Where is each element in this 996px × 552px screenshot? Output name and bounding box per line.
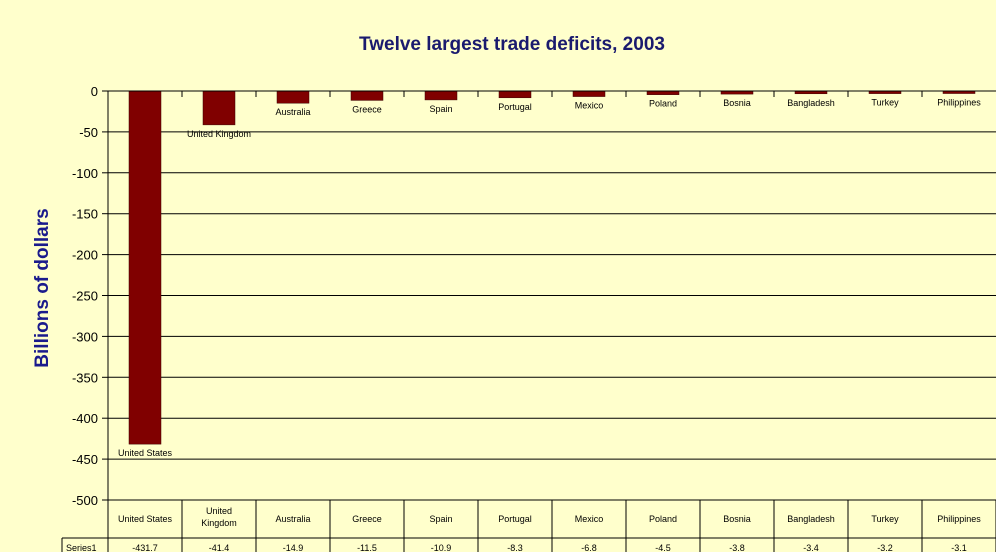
- table-header-cell: Turkey: [871, 514, 899, 524]
- bar-label: Greece: [352, 104, 382, 114]
- bar: [128, 90, 162, 445]
- y-tick-label: 0: [91, 84, 98, 99]
- table-value-cell: -10.9: [431, 543, 452, 552]
- table-value-cell: -8.3: [507, 543, 523, 552]
- table-value-cell: -3.1: [951, 543, 967, 552]
- bar: [424, 90, 458, 101]
- y-tick-label: -500: [72, 493, 98, 508]
- bar-label: Australia: [275, 107, 310, 117]
- table-series-label: Series1: [66, 543, 97, 552]
- y-tick-label: -300: [72, 329, 98, 344]
- table-value-cell: -431.7: [132, 543, 158, 552]
- table-header-line: United States: [118, 514, 173, 524]
- table-header-line: Mexico: [575, 514, 604, 524]
- bar-category-labels: United States United Kingdom Australia Gree…: [118, 98, 981, 459]
- y-axis-ticks: 0 -50 -100 -150 -200 -250 -300 -350 -400 -450 -500: [72, 84, 108, 508]
- table-value-cell: -6.8: [581, 543, 597, 552]
- table-header-cell: United Kingdom: [201, 506, 237, 528]
- table-header-cell: Portugal: [498, 514, 532, 524]
- bar-label: United Kingdom: [187, 129, 251, 139]
- table-header-cell: Bangladesh: [787, 514, 835, 524]
- table-header-cell: Spain: [429, 514, 452, 524]
- table-header-cell: Greece: [352, 514, 382, 524]
- table-value-cell: -11.5: [357, 543, 377, 552]
- y-tick-label: -200: [72, 248, 98, 263]
- table-header-cell: Philippines: [937, 514, 981, 524]
- table-header-cell: Mexico: [575, 514, 604, 524]
- table-header-cell: Australia: [275, 514, 310, 524]
- table-header-cell: United States: [118, 514, 173, 524]
- bar: [646, 90, 680, 95]
- table-header-line: Bangladesh: [787, 514, 835, 524]
- y-tick-label: -400: [72, 411, 98, 426]
- table-value-cell: -41.4: [209, 543, 230, 552]
- table-value-cell: -3.2: [877, 543, 893, 552]
- table-header-line: Portugal: [498, 514, 532, 524]
- bar: [350, 90, 384, 101]
- table-header-line: Turkey: [871, 514, 899, 524]
- chart-title: Twelve largest trade deficits, 2003: [359, 34, 665, 55]
- table-value-cell: -3.8: [729, 543, 745, 552]
- y-tick-label: -450: [72, 452, 98, 467]
- bars: [128, 90, 976, 445]
- bar-label: Mexico: [575, 101, 604, 111]
- y-tick-label: -250: [72, 289, 98, 304]
- bar-label: Spain: [429, 104, 452, 114]
- table-header-line: Spain: [429, 514, 452, 524]
- bar-label: Portugal: [498, 102, 532, 112]
- table-header-cell: Bosnia: [723, 514, 751, 524]
- table-header-line: United: [206, 506, 232, 516]
- bar: [276, 90, 310, 104]
- bar: [202, 90, 236, 126]
- table-header-line: Poland: [649, 514, 677, 524]
- bar-label: United States: [118, 448, 173, 458]
- y-axis-label: Billions of dollars: [32, 208, 53, 367]
- table-header-line: Philippines: [937, 514, 981, 524]
- table-value-cell: -4.5: [655, 543, 671, 552]
- table-header-cell: Poland: [649, 514, 677, 524]
- data-table: Series1 United States -431.7 United Kingdom -…: [61, 499, 996, 552]
- gridlines: [108, 131, 996, 460]
- table-header-line: Australia: [275, 514, 310, 524]
- y-tick-label: -350: [72, 370, 98, 385]
- y-tick-label: -50: [79, 125, 98, 140]
- table-header-line: Greece: [352, 514, 382, 524]
- y-tick-label: -100: [72, 166, 98, 181]
- bar-label: Turkey: [871, 98, 899, 108]
- bar-label: Philippines: [937, 98, 981, 108]
- table-value-cell: -14.9: [283, 543, 304, 552]
- bar-label: Bangladesh: [787, 98, 835, 108]
- table-header-line: Kingdom: [201, 518, 237, 528]
- bar-label: Bosnia: [723, 98, 751, 108]
- bar: [572, 90, 606, 97]
- y-tick-label: -150: [72, 207, 98, 222]
- bar: [498, 90, 532, 99]
- bar-label: Poland: [649, 99, 677, 109]
- table-header-line: Bosnia: [723, 514, 751, 524]
- table-value-cell: -3.4: [803, 543, 819, 552]
- axes: [107, 90, 996, 500]
